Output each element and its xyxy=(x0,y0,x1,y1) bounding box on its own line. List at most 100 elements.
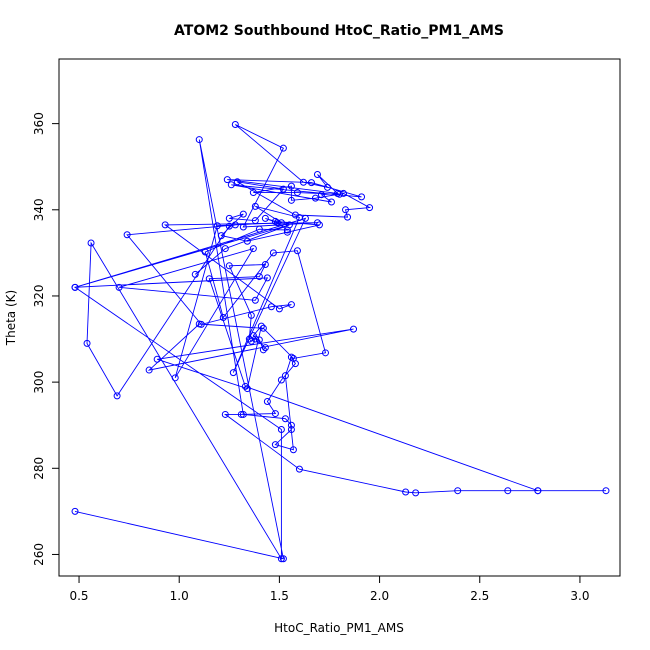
data-point xyxy=(221,410,229,418)
series-layer xyxy=(71,120,610,563)
data-point xyxy=(249,245,257,253)
data-point xyxy=(249,189,257,197)
data-point xyxy=(287,421,295,429)
data-point xyxy=(281,372,289,380)
data-point xyxy=(195,136,203,144)
data-point xyxy=(217,232,225,240)
data-point xyxy=(255,273,263,281)
data-point xyxy=(123,231,131,239)
data-point xyxy=(233,178,241,186)
data-point xyxy=(161,221,169,229)
data-point xyxy=(313,219,321,227)
data-point xyxy=(299,178,307,186)
data-point xyxy=(239,210,247,218)
data-point xyxy=(225,262,233,270)
data-point xyxy=(279,144,287,152)
data-point xyxy=(261,261,269,269)
y-tick-label: 280 xyxy=(32,457,46,480)
data-point xyxy=(71,283,79,291)
data-point xyxy=(205,275,213,283)
data-point xyxy=(239,223,247,231)
data-point xyxy=(243,237,251,245)
data-point xyxy=(249,332,257,340)
data-point xyxy=(273,219,281,227)
data-point xyxy=(277,555,285,563)
data-point xyxy=(227,181,235,189)
data-point xyxy=(113,392,121,400)
data-point xyxy=(267,303,275,311)
data-point xyxy=(201,248,209,256)
data-point xyxy=(315,221,323,229)
data-point xyxy=(277,219,285,227)
data-point xyxy=(289,446,297,454)
y-axis-label: Theta (K) xyxy=(4,290,18,346)
data-point xyxy=(259,324,267,332)
x-axis-label: HtoC_Ratio_PM1_AMS xyxy=(274,621,404,635)
data-point xyxy=(239,410,247,418)
data-point xyxy=(225,214,233,222)
data-point xyxy=(293,247,301,255)
data-point xyxy=(366,204,374,212)
data-point xyxy=(358,193,366,201)
data-point xyxy=(313,170,321,178)
data-point xyxy=(145,366,153,374)
data-point xyxy=(534,487,542,495)
x-tick-label: 3.0 xyxy=(570,589,589,603)
y-axis: 260 280 300 320 340 360 xyxy=(32,112,60,566)
data-point xyxy=(285,221,293,229)
data-point xyxy=(229,369,237,377)
data-point xyxy=(342,206,350,214)
data-point xyxy=(311,194,319,202)
x-axis: 0.5 1.0 1.5 2.0 2.5 3.0 xyxy=(69,575,589,603)
x-tick-label: 2.0 xyxy=(370,589,389,603)
data-point xyxy=(251,202,259,210)
data-point xyxy=(277,376,285,384)
data-point xyxy=(263,274,271,282)
data-point xyxy=(454,487,462,495)
data-point xyxy=(287,301,295,309)
chart-title: ATOM2 Southbound HtoC_Ratio_PM1_AMS xyxy=(174,23,504,39)
data-point xyxy=(301,214,309,222)
data-point xyxy=(504,487,512,495)
data-point xyxy=(271,410,279,418)
data-point xyxy=(317,191,325,199)
data-point xyxy=(327,198,335,206)
data-point xyxy=(261,214,269,222)
data-point xyxy=(83,339,91,347)
data-point xyxy=(251,335,259,343)
data-point xyxy=(293,189,301,197)
y-tick-label: 360 xyxy=(32,112,46,135)
data-point xyxy=(602,487,610,495)
y-tick-label: 320 xyxy=(32,285,46,308)
data-point xyxy=(213,222,221,230)
data-point xyxy=(344,213,352,221)
data-point xyxy=(251,296,259,304)
data-point xyxy=(255,225,263,233)
data-point xyxy=(71,507,79,515)
data-point xyxy=(87,239,95,247)
data-point xyxy=(153,355,161,363)
y-tick-label: 300 xyxy=(32,371,46,394)
x-tick-label: 1.5 xyxy=(270,589,289,603)
data-point xyxy=(225,222,233,230)
data-point xyxy=(247,311,255,319)
x-tick-label: 1.0 xyxy=(170,589,189,603)
data-point xyxy=(333,189,341,197)
data-point xyxy=(279,185,287,193)
data-point xyxy=(275,305,283,313)
data-point xyxy=(219,314,227,321)
data-point xyxy=(257,322,265,330)
y-tick-label: 260 xyxy=(32,543,46,566)
x-tick-label: 0.5 xyxy=(69,589,88,603)
data-point xyxy=(115,283,123,291)
data-point xyxy=(287,182,295,190)
data-point xyxy=(241,382,249,390)
data-point xyxy=(269,249,277,257)
data-point xyxy=(191,270,199,278)
data-point xyxy=(255,336,263,344)
data-point xyxy=(231,120,239,128)
data-point xyxy=(323,183,331,191)
data-point xyxy=(221,245,229,253)
